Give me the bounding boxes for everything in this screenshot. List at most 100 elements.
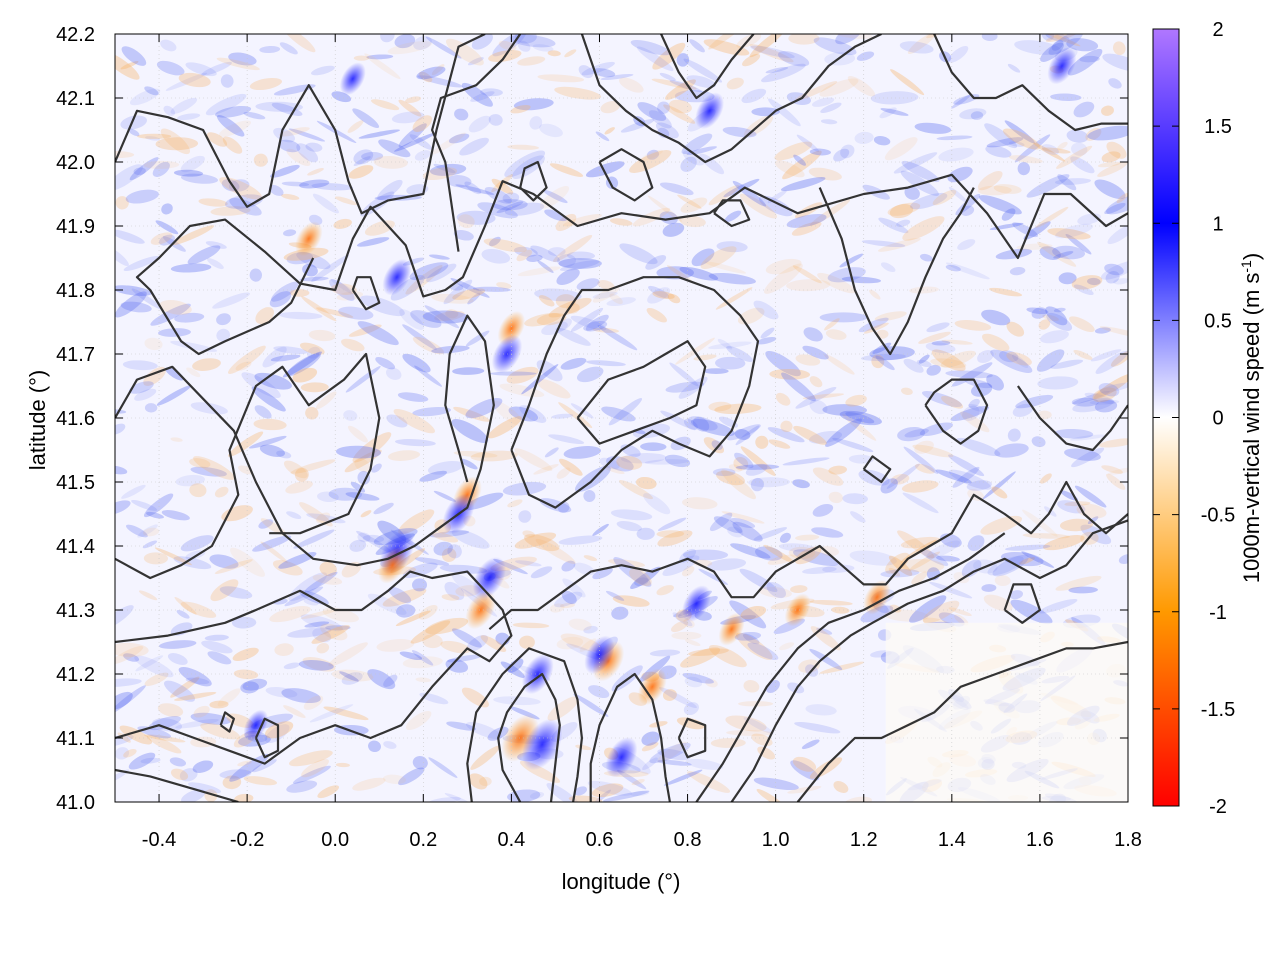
wind-streak [1094,179,1126,200]
wind-streak [170,437,183,442]
wind-streak [242,678,268,691]
wind-streak [120,115,147,130]
wind-streak [860,605,894,623]
y-tick-label: 41.1 [56,728,95,750]
wind-streak [863,322,889,334]
wind-streak [819,312,868,323]
wind-streak [595,131,610,142]
wind-streak [253,153,268,167]
wind-streak [786,279,831,292]
wind-streak [377,179,403,201]
wind-streak [445,38,484,66]
wind-streak [215,105,252,118]
wind-streak [727,424,761,441]
wind-streak [766,582,787,599]
wind-streak [383,741,397,749]
wind-streak [193,456,236,480]
wind-streak [159,234,175,246]
wind-streak [229,197,262,216]
contour-line [115,570,513,765]
wind-streak [647,287,671,304]
wind-streak [918,354,930,364]
wind-streak [310,65,335,76]
wind-streak [227,345,266,374]
wind-streak [600,101,621,114]
wind-streak [1022,533,1070,539]
wind-streak [919,253,933,262]
wind-streak [1015,394,1054,409]
wind-streak [248,435,287,449]
wind-streak [431,345,470,354]
wind-streak [477,202,518,219]
wind-streak [897,426,926,442]
wind-streak [948,607,972,617]
wind-streak [657,127,670,138]
wind-streak [1066,38,1099,52]
wind-streak [283,229,297,237]
wind-streak [468,773,488,790]
wind-streak [889,604,902,613]
wind-streak [588,685,610,699]
wind-streak [1074,485,1107,508]
wind-streak [901,480,939,493]
wind-streak [1037,241,1077,267]
updraft-spot [681,585,711,622]
wind-streak [629,150,672,173]
wind-streak [1108,78,1122,89]
wind-streak [115,291,147,318]
wind-streak [158,328,191,337]
wind-streak [259,45,281,54]
wind-streak [1087,277,1101,286]
wind-streak [431,293,474,304]
wind-streak [919,548,949,566]
wind-streak [335,762,350,768]
wind-streak [570,307,604,332]
wind-streak [1036,34,1081,47]
wind-streak [450,278,490,298]
wind-streak [1065,233,1092,255]
wind-streak [774,141,813,161]
wind-streak [699,153,725,175]
wind-streak [1085,127,1102,141]
wind-streak [175,474,206,487]
wind-streak [416,66,446,80]
contour-line [677,717,707,759]
wind-streak [255,101,303,112]
wind-streak [547,50,561,57]
wind-streak [1038,319,1051,330]
x-tick-label: 0.6 [586,829,614,851]
wind-streak [219,586,253,599]
wind-streak [839,410,882,426]
wind-streak [192,760,214,773]
wind-streak [985,145,1012,158]
wind-streak [756,788,786,802]
wind-streak [715,287,753,310]
wind-streak [536,378,571,399]
wind-streak [809,148,831,156]
wind-streak [825,329,847,340]
wind-streak [452,288,486,300]
wind-streak [592,68,616,78]
contour-line [431,34,522,252]
wind-streak [743,717,774,734]
wind-streak [517,266,561,277]
wind-streak [726,730,774,736]
wind-streak [207,258,224,270]
wind-streak [904,428,929,438]
wind-streak [936,555,960,562]
wind-streak [750,477,764,492]
wind-streak [1102,53,1128,72]
wind-streak [185,677,210,685]
wind-streak [322,607,359,623]
colorbar-tick-label: 0 [1212,408,1223,430]
wind-streak [959,108,987,120]
wind-streak [339,671,359,682]
wind-streak [890,69,925,96]
wind-streak [592,291,618,299]
wind-streak [680,647,721,668]
wind-streak [341,672,363,685]
wind-streak [115,605,134,631]
wind-streak [664,454,691,468]
wind-streak [356,237,390,247]
wind-streak [281,193,300,200]
